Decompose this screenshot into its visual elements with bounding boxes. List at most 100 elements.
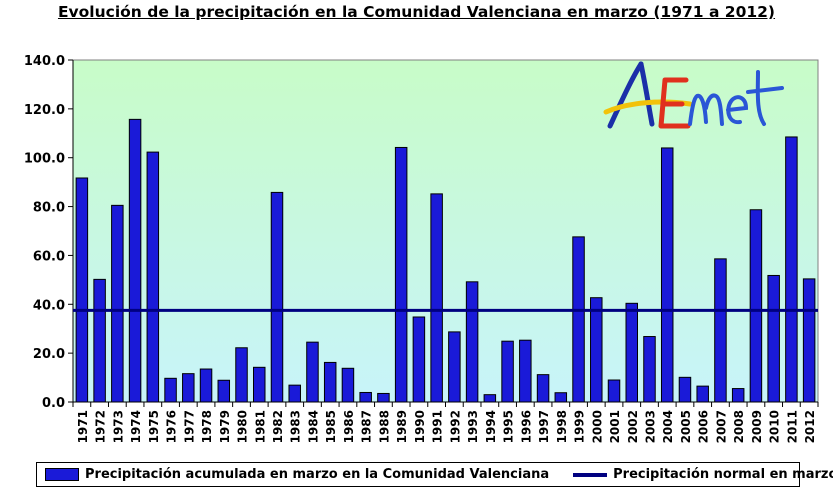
bar xyxy=(164,377,177,403)
x-tick-label: 1977 xyxy=(182,410,196,443)
y-tick-label: 0.0 xyxy=(42,396,65,411)
x-tick-label: 1995 xyxy=(502,410,516,443)
x-tick-label: 1980 xyxy=(236,410,250,443)
bar xyxy=(288,384,301,403)
x-tick-label: 1992 xyxy=(448,410,462,443)
bar xyxy=(235,347,248,403)
bar xyxy=(430,193,443,403)
bar xyxy=(465,281,479,403)
x-tick-label: 1982 xyxy=(271,410,285,443)
y-tick-label: 140.0 xyxy=(24,54,65,69)
x-tick-label: 1978 xyxy=(200,410,214,443)
bar xyxy=(412,316,426,403)
bar xyxy=(590,297,603,403)
bar xyxy=(377,392,390,403)
x-tick-label: 1998 xyxy=(555,410,569,443)
x-tick-label: 1981 xyxy=(253,410,267,443)
bar xyxy=(306,341,319,403)
legend-item-bars: Precipitación acumulada en marzo en la C… xyxy=(37,467,549,482)
bar xyxy=(146,151,160,403)
x-tick-label: 2007 xyxy=(714,410,728,443)
x-tick-label: 1994 xyxy=(484,410,498,443)
bar xyxy=(128,118,142,403)
bar xyxy=(731,388,745,403)
x-tick-label: 1974 xyxy=(129,410,143,443)
y-tick-label: 20.0 xyxy=(33,347,65,362)
legend-label-line: Precipitación normal en marzo xyxy=(613,467,833,482)
bar xyxy=(182,373,195,403)
x-tick-label: 2002 xyxy=(626,410,640,443)
x-tick-label: 2005 xyxy=(679,410,693,443)
y-tick-label: 60.0 xyxy=(33,249,65,264)
x-tick-label: 1996 xyxy=(519,410,533,443)
x-tick-label: 1975 xyxy=(147,410,161,443)
bar xyxy=(253,366,266,403)
bar xyxy=(643,336,656,403)
y-tick-label: 100.0 xyxy=(24,152,65,167)
bar xyxy=(394,146,408,403)
legend-swatch-line xyxy=(573,472,608,477)
bar xyxy=(749,209,763,403)
x-tick-label: 1989 xyxy=(395,410,409,443)
x-tick-label: 1984 xyxy=(306,410,320,443)
x-tick-label: 1997 xyxy=(537,410,551,443)
bar xyxy=(660,147,674,403)
x-tick-label: 1971 xyxy=(76,410,90,443)
bar xyxy=(501,340,514,403)
bar xyxy=(714,258,727,403)
x-tick-label: 1972 xyxy=(94,410,108,443)
bar xyxy=(625,302,638,403)
x-tick-label: 2011 xyxy=(785,410,799,443)
chart-title: Evolución de la precipitación en la Comu… xyxy=(57,3,776,21)
x-tick-label: 2009 xyxy=(750,410,764,443)
x-tick-label: 2004 xyxy=(661,410,675,443)
legend: Precipitación acumulada en marzo en la C… xyxy=(36,462,833,487)
bar xyxy=(519,339,532,403)
x-tick-label: 2003 xyxy=(643,410,657,443)
aemet-logo xyxy=(603,61,784,129)
plot-area xyxy=(72,59,819,403)
bar xyxy=(678,376,692,403)
x-tick-label: 1990 xyxy=(413,410,427,443)
y-tick-label: 120.0 xyxy=(24,103,65,118)
bar xyxy=(767,274,780,403)
x-tick-label: 2006 xyxy=(697,410,711,443)
x-tick-label: 1973 xyxy=(111,410,125,443)
bar xyxy=(785,136,798,403)
bar xyxy=(270,191,284,403)
x-tick-label: 1986 xyxy=(342,410,356,443)
y-tick-label: 40.0 xyxy=(33,298,65,313)
x-tick-label: 2000 xyxy=(590,410,604,443)
bar xyxy=(341,367,355,403)
bar xyxy=(111,204,124,403)
bar xyxy=(554,392,568,403)
legend-item-line: Precipitación normal en marzo xyxy=(549,467,833,482)
x-tick-label: 1979 xyxy=(218,410,232,443)
x-tick-label: 2008 xyxy=(732,410,746,443)
bar xyxy=(483,394,497,403)
bar xyxy=(93,278,106,403)
x-tick-label: 1999 xyxy=(573,410,587,443)
bar xyxy=(199,368,213,403)
bar xyxy=(359,391,372,403)
x-tick-label: 2012 xyxy=(803,410,817,443)
bar xyxy=(323,361,337,403)
x-tick-label: 2010 xyxy=(768,410,782,443)
x-tick-label: 1985 xyxy=(324,410,338,443)
bar xyxy=(802,278,816,403)
bar xyxy=(572,236,585,403)
x-tick-label: 1983 xyxy=(289,410,303,443)
bar xyxy=(217,379,231,403)
x-tick-label: 1976 xyxy=(165,410,179,443)
y-tick-label: 80.0 xyxy=(33,201,65,216)
bar xyxy=(607,379,621,403)
bar xyxy=(448,331,461,403)
x-tick-label: 1988 xyxy=(377,410,391,443)
x-tick-label: 1991 xyxy=(431,410,445,443)
bar xyxy=(696,385,709,403)
bar xyxy=(75,177,89,403)
bar xyxy=(536,374,550,403)
x-tick-label: 1987 xyxy=(360,410,374,443)
legend-label-bars: Precipitación acumulada en marzo en la C… xyxy=(85,467,550,482)
